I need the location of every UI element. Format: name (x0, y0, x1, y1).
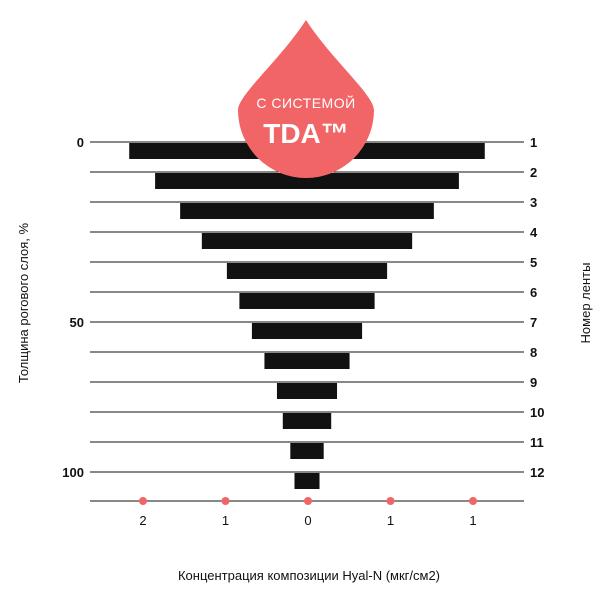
bar (251, 323, 363, 339)
y-tick-label: 0 (77, 135, 84, 150)
badge-line2: TDA™ (263, 118, 349, 149)
band-number-label: 6 (530, 285, 537, 300)
y-tick-label: 100 (62, 465, 84, 480)
band-number-label: 11 (530, 435, 544, 450)
x-marker-dot (304, 497, 312, 505)
bar (294, 473, 320, 489)
band-number-label: 4 (530, 225, 538, 240)
band-number-label: 8 (530, 345, 537, 360)
bar (290, 443, 324, 459)
bars (129, 143, 485, 489)
badge-line1: С СИСТЕМОЙ (256, 94, 355, 111)
band-number-label: 10 (530, 405, 544, 420)
band-number-label: 5 (530, 255, 537, 270)
bar (226, 263, 388, 279)
bar (201, 233, 413, 249)
bar (239, 293, 375, 309)
band-number-label: 12 (530, 465, 544, 480)
band-number-label: 9 (530, 375, 537, 390)
x-marker-dot (469, 497, 477, 505)
bar (276, 383, 338, 399)
band-number-label: 1 (530, 135, 537, 150)
x-marker-dot (221, 497, 230, 505)
x-marker-dot (386, 497, 395, 505)
y2-axis-title: Номер ленты (578, 263, 593, 344)
drop-shape (238, 20, 374, 178)
x-tick-label: 1 (469, 513, 476, 528)
x-tick-label: 0 (304, 513, 311, 528)
y-axis-title: Толщина рогового слоя, % (16, 222, 31, 383)
bar (264, 353, 350, 369)
bar (155, 173, 459, 189)
bar (180, 203, 434, 219)
band-number-label: 2 (530, 165, 537, 180)
x-marker-dot (139, 497, 147, 505)
x-tick-label: 1 (222, 513, 229, 528)
x-tick-label: 2 (139, 513, 146, 528)
x-axis-title: Концентрация композиции Hyal-N (мкг/см2) (178, 568, 440, 583)
x-tick-label: 1 (387, 513, 394, 528)
bar (282, 413, 332, 429)
y-tick-label: 50 (70, 315, 84, 330)
band-number-label: 3 (530, 195, 537, 210)
band-number-label: 7 (530, 315, 537, 330)
tda-badge: С СИСТЕМОЙ TDA™ (238, 20, 374, 178)
